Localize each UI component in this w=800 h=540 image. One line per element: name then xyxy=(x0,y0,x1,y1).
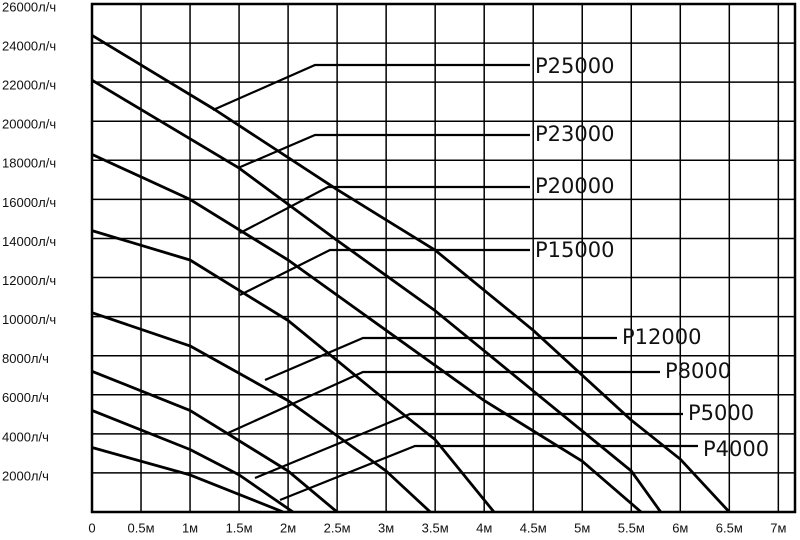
x-tick-label: 1м xyxy=(182,520,198,535)
x-tick-label: 6.5м xyxy=(716,520,743,535)
x-tick-label: 5м xyxy=(574,520,590,535)
leader-line xyxy=(212,63,530,112)
y-tick-label: 10000л/ч xyxy=(2,312,56,327)
leader-line xyxy=(227,370,660,435)
leader-line xyxy=(264,336,617,382)
y-tick-label: 14000л/ч xyxy=(2,234,56,249)
legend-label: P8000 xyxy=(665,359,731,383)
legend-label: P5000 xyxy=(688,401,754,425)
x-tick-label: 0 xyxy=(88,520,95,535)
x-tick-label: 3м xyxy=(378,520,394,535)
y-tick-label: 6000л/ч xyxy=(2,390,49,405)
y-tick-label: 20000л/ч xyxy=(2,117,56,132)
leader-line xyxy=(239,185,530,234)
curve xyxy=(91,229,496,513)
x-tick-label: 2м xyxy=(280,520,296,535)
legend-label: P25000 xyxy=(535,54,614,78)
y-tick-label: 26000л/ч xyxy=(2,0,56,14)
leader-line xyxy=(279,444,698,502)
leader-line xyxy=(237,133,530,170)
leader-line xyxy=(254,412,683,480)
y-tick-label: 24000л/ч xyxy=(2,39,56,54)
x-tick-label: 1.5м xyxy=(226,520,253,535)
curve xyxy=(91,369,338,514)
curve xyxy=(91,311,432,514)
x-tick-label: 7м xyxy=(770,520,786,535)
curve xyxy=(91,34,731,513)
curve xyxy=(91,446,284,514)
y-tick-label: 4000л/ч xyxy=(2,429,49,444)
x-tick-label: 0.5м xyxy=(128,520,155,535)
legend-label: P12000 xyxy=(622,325,701,349)
y-tick-label: 16000л/ч xyxy=(2,195,56,210)
x-tick-label: 6м xyxy=(672,520,688,535)
y-tick-label: 8000л/ч xyxy=(2,351,49,366)
legend-label: P23000 xyxy=(535,122,614,146)
curve xyxy=(91,409,294,514)
x-tick-label: 5.5м xyxy=(618,520,645,535)
leader-line xyxy=(239,248,530,296)
legend-label: P4000 xyxy=(703,437,769,461)
x-tick-label: 3.5м xyxy=(422,520,449,535)
plot-border xyxy=(90,2,797,514)
y-tick-label: 12000л/ч xyxy=(2,273,56,288)
x-tick-label: 4м xyxy=(476,520,492,535)
curve xyxy=(91,153,643,514)
y-tick-label: 18000л/ч xyxy=(2,156,56,171)
y-tick-label: 2000л/ч xyxy=(2,468,49,483)
y-tick-label: 22000л/ч xyxy=(2,78,56,93)
legend-label: P20000 xyxy=(535,174,614,198)
x-tick-label: 4.5м xyxy=(520,520,547,535)
x-tick-label: 2.5м xyxy=(324,520,351,535)
legend-label: P15000 xyxy=(535,238,614,262)
